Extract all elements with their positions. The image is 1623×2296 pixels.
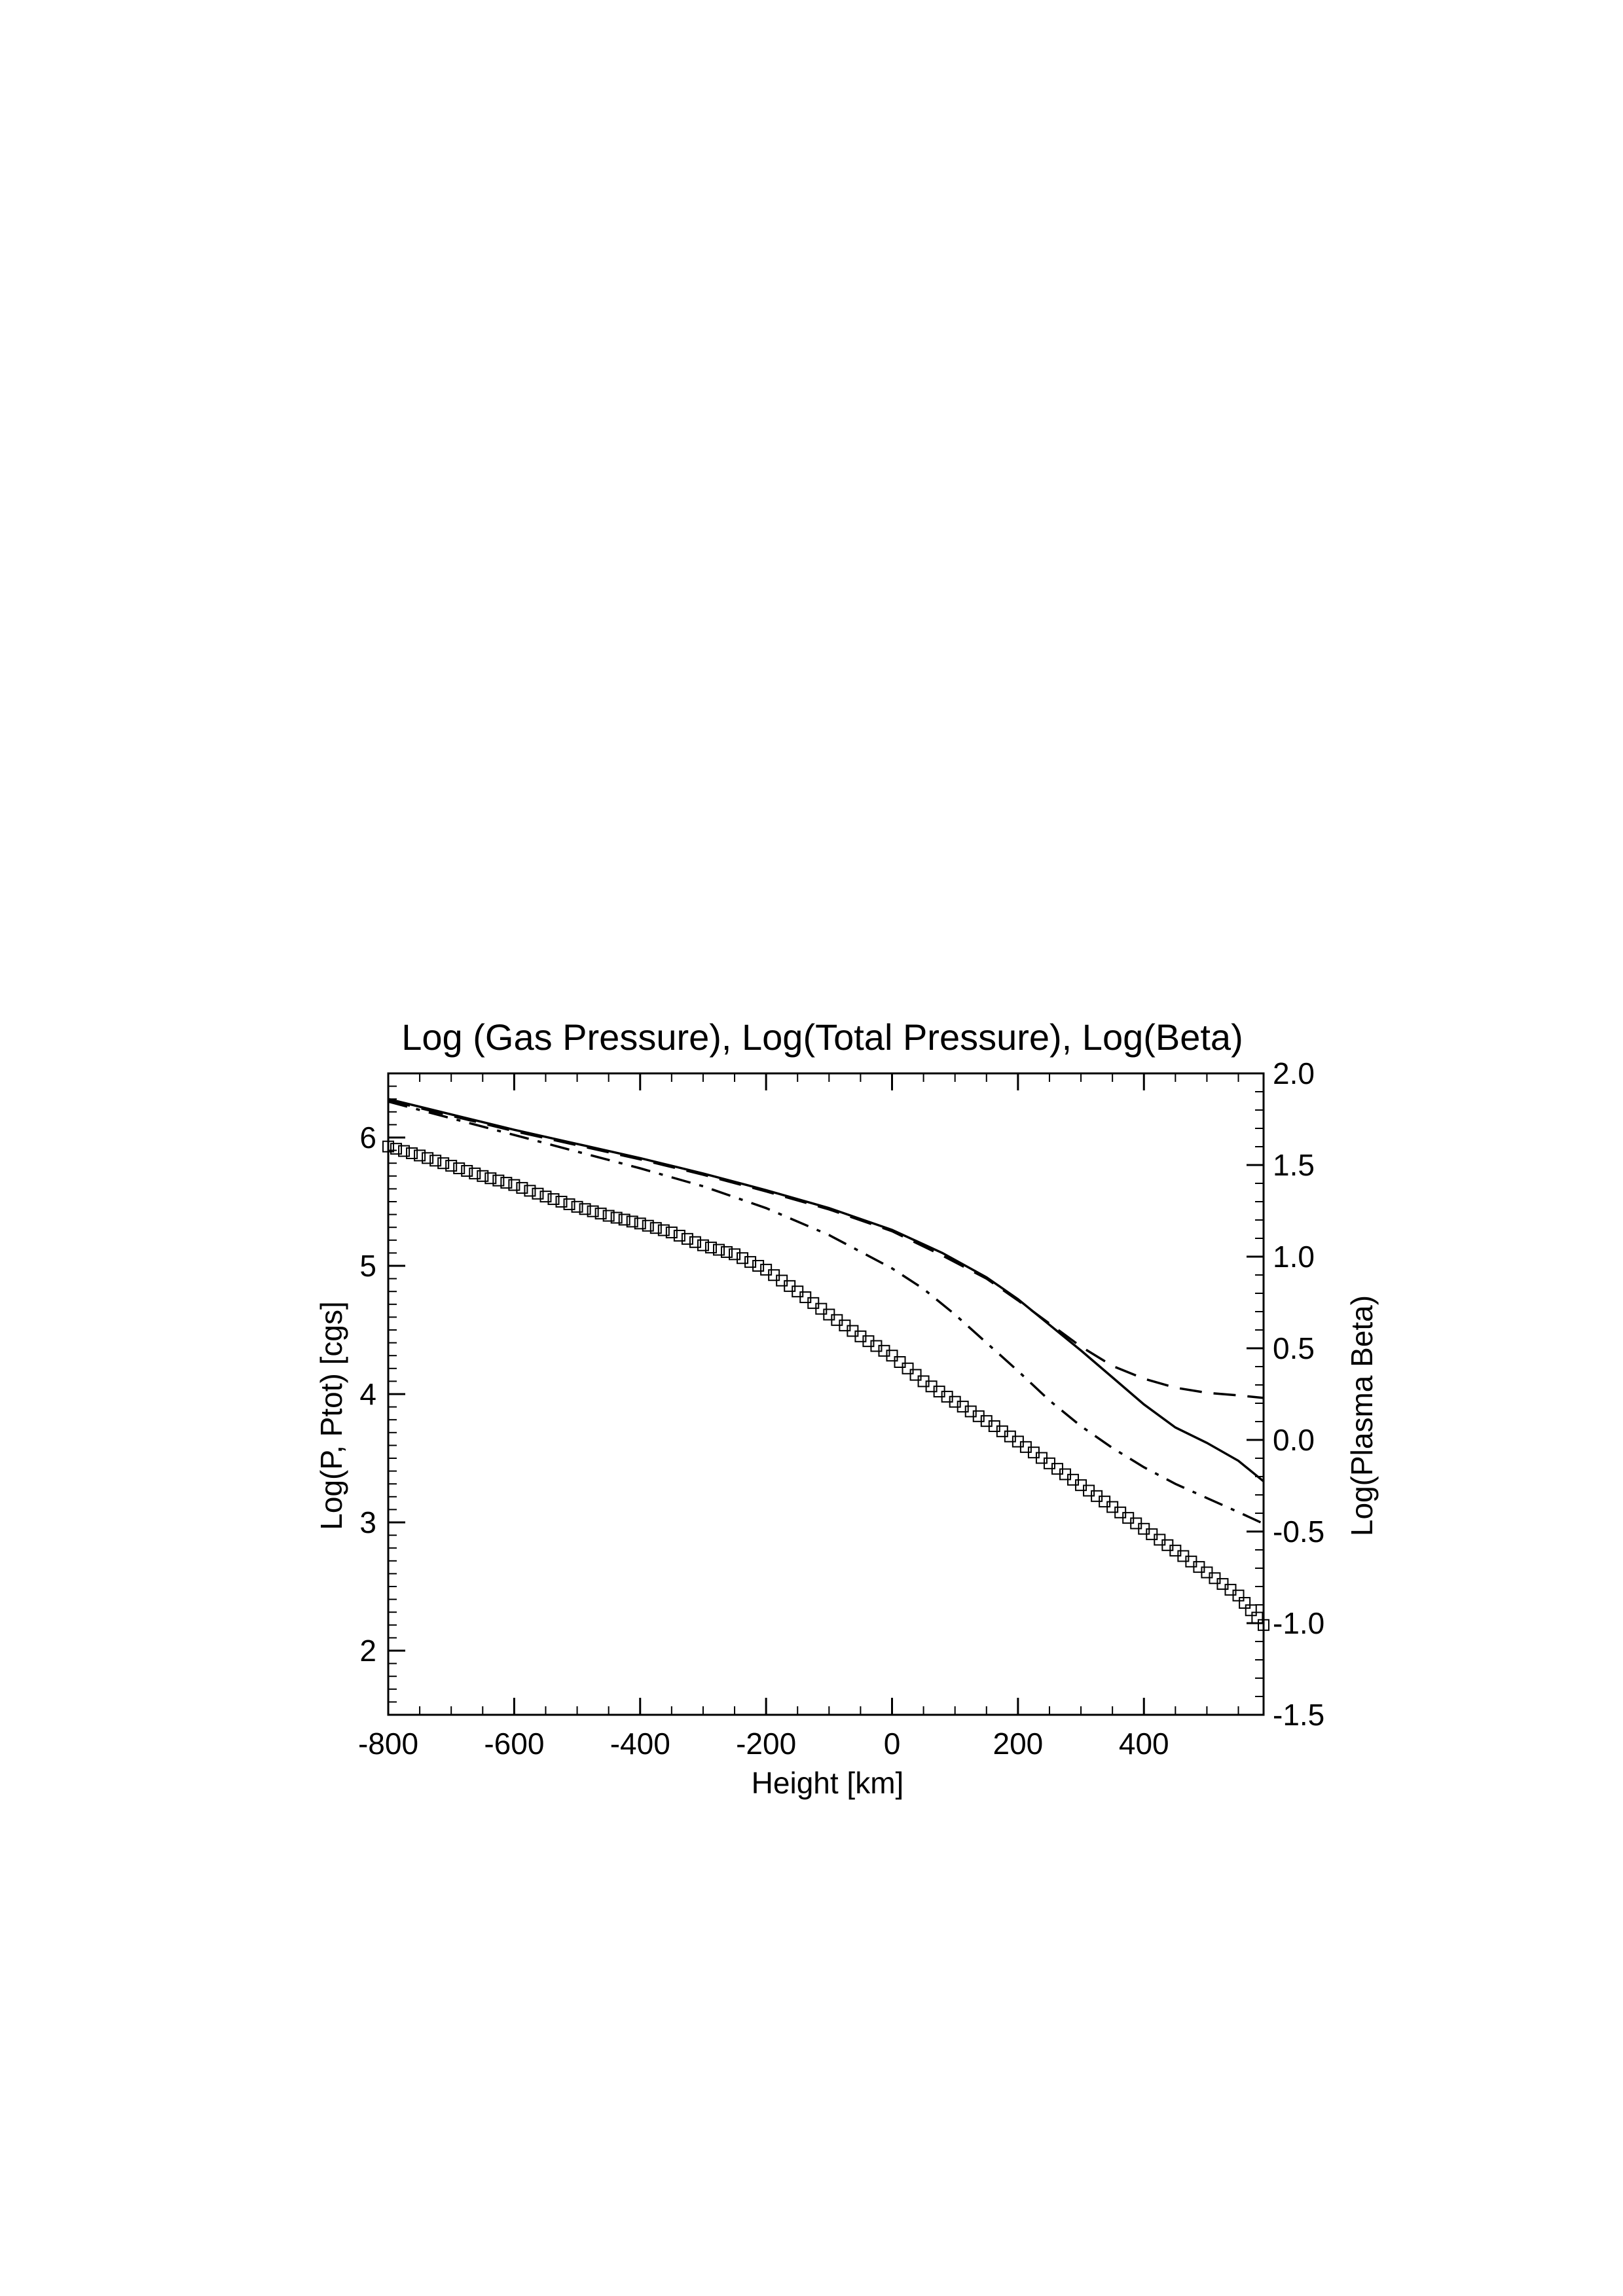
- x-tick-label: -400: [610, 1727, 670, 1761]
- data-point-marker: [508, 1179, 520, 1191]
- data-point-marker: [752, 1260, 765, 1272]
- data-point-marker: [697, 1239, 709, 1251]
- data-point-marker: [721, 1246, 733, 1258]
- data-point-marker: [532, 1187, 544, 1200]
- data-point-marker: [673, 1229, 685, 1242]
- y-tick-label: 2: [359, 1634, 376, 1668]
- data-point-marker: [618, 1213, 630, 1226]
- y2-tick-label: 1.5: [1273, 1148, 1315, 1182]
- data-point-marker: [712, 1244, 725, 1256]
- data-point-marker: [516, 1181, 528, 1194]
- y2-tick-label: 0.5: [1273, 1331, 1315, 1365]
- data-point-marker: [681, 1232, 693, 1245]
- series-line-dash-dot: [388, 1100, 1264, 1525]
- y2-axis-label: Log(Plasma Beta): [1345, 1295, 1379, 1536]
- y-tick-label: 4: [359, 1377, 376, 1411]
- data-point-marker: [445, 1160, 458, 1172]
- data-point-marker: [1232, 1589, 1245, 1602]
- data-point-marker: [737, 1252, 749, 1265]
- data-point-marker: [484, 1172, 497, 1185]
- data-point-marker: [453, 1162, 465, 1175]
- data-point-marker: [634, 1217, 646, 1230]
- y2-tick-label: 0.0: [1273, 1423, 1315, 1457]
- y2-tick-label: -0.5: [1273, 1515, 1324, 1549]
- data-point-marker: [649, 1222, 662, 1234]
- data-point-marker: [587, 1205, 599, 1217]
- data-point-marker: [500, 1177, 513, 1189]
- data-point-marker: [422, 1152, 434, 1164]
- x-tick-label: 400: [1119, 1727, 1169, 1761]
- data-point-marker: [469, 1167, 481, 1179]
- x-tick-label: 200: [993, 1727, 1043, 1761]
- data-point-marker: [477, 1170, 489, 1182]
- data-point-marker: [1245, 1604, 1257, 1617]
- data-point-marker: [642, 1219, 654, 1232]
- data-point-marker: [414, 1149, 426, 1162]
- data-point-marker: [406, 1147, 418, 1160]
- ticks-layer: -800 -600 -400 -200 0 200 400 2 3 4 5 6 -1.5 -1.0 -0.5…: [358, 1056, 1324, 1761]
- data-point-marker: [547, 1193, 560, 1206]
- data-point-marker: [610, 1211, 623, 1224]
- data-point-marker: [437, 1157, 450, 1170]
- data-point-marker: [657, 1224, 670, 1236]
- x-tick-label: -200: [736, 1727, 796, 1761]
- y2-tick-label: -1.5: [1273, 1698, 1324, 1732]
- y2-tick-label: 2.0: [1273, 1056, 1315, 1090]
- series-layer: [382, 1098, 1269, 1631]
- data-point-marker: [665, 1227, 678, 1239]
- y2-tick-label: 1.0: [1273, 1240, 1315, 1274]
- data-point-marker: [704, 1242, 717, 1254]
- data-point-marker: [429, 1155, 442, 1167]
- data-point-marker: [539, 1191, 552, 1203]
- data-point-marker: [579, 1203, 591, 1215]
- data-point-marker: [902, 1362, 914, 1374]
- data-point-marker: [886, 1350, 898, 1362]
- y-tick-label: 3: [359, 1505, 376, 1539]
- data-point-marker: [909, 1369, 922, 1381]
- chart-title: Log (Gas Pressure), Log(Total Pressure),…: [401, 1016, 1243, 1058]
- data-point-marker: [626, 1215, 638, 1228]
- data-point-marker: [461, 1164, 473, 1177]
- data-point-marker: [1239, 1596, 1251, 1609]
- data-point-marker: [594, 1208, 607, 1220]
- x-tick-label: 0: [884, 1727, 901, 1761]
- series-line-dashed: [388, 1099, 1264, 1399]
- data-point-marker: [563, 1198, 575, 1210]
- data-point-marker: [894, 1356, 906, 1368]
- y-axis-label: Log(P, Ptot) [cgs]: [314, 1301, 348, 1530]
- data-point-marker: [555, 1196, 568, 1208]
- x-tick-label: -600: [484, 1727, 544, 1761]
- y2-tick-label: -1.0: [1273, 1606, 1324, 1640]
- data-point-marker: [390, 1143, 403, 1155]
- data-point-marker: [524, 1185, 536, 1197]
- x-tick-label: -800: [358, 1727, 418, 1761]
- data-point-marker: [492, 1174, 505, 1187]
- data-point-marker: [689, 1236, 701, 1248]
- data-point-marker: [398, 1145, 410, 1157]
- data-point-marker: [744, 1256, 757, 1268]
- y-tick-label: 5: [359, 1249, 376, 1283]
- data-point-marker: [571, 1200, 583, 1213]
- x-axis-label: Height [km]: [752, 1766, 904, 1800]
- series-line-solid: [388, 1098, 1265, 1482]
- y-tick-label: 6: [359, 1121, 376, 1155]
- data-point-marker: [729, 1248, 741, 1261]
- data-point-marker: [602, 1210, 615, 1222]
- series-markers: [382, 1140, 1269, 1631]
